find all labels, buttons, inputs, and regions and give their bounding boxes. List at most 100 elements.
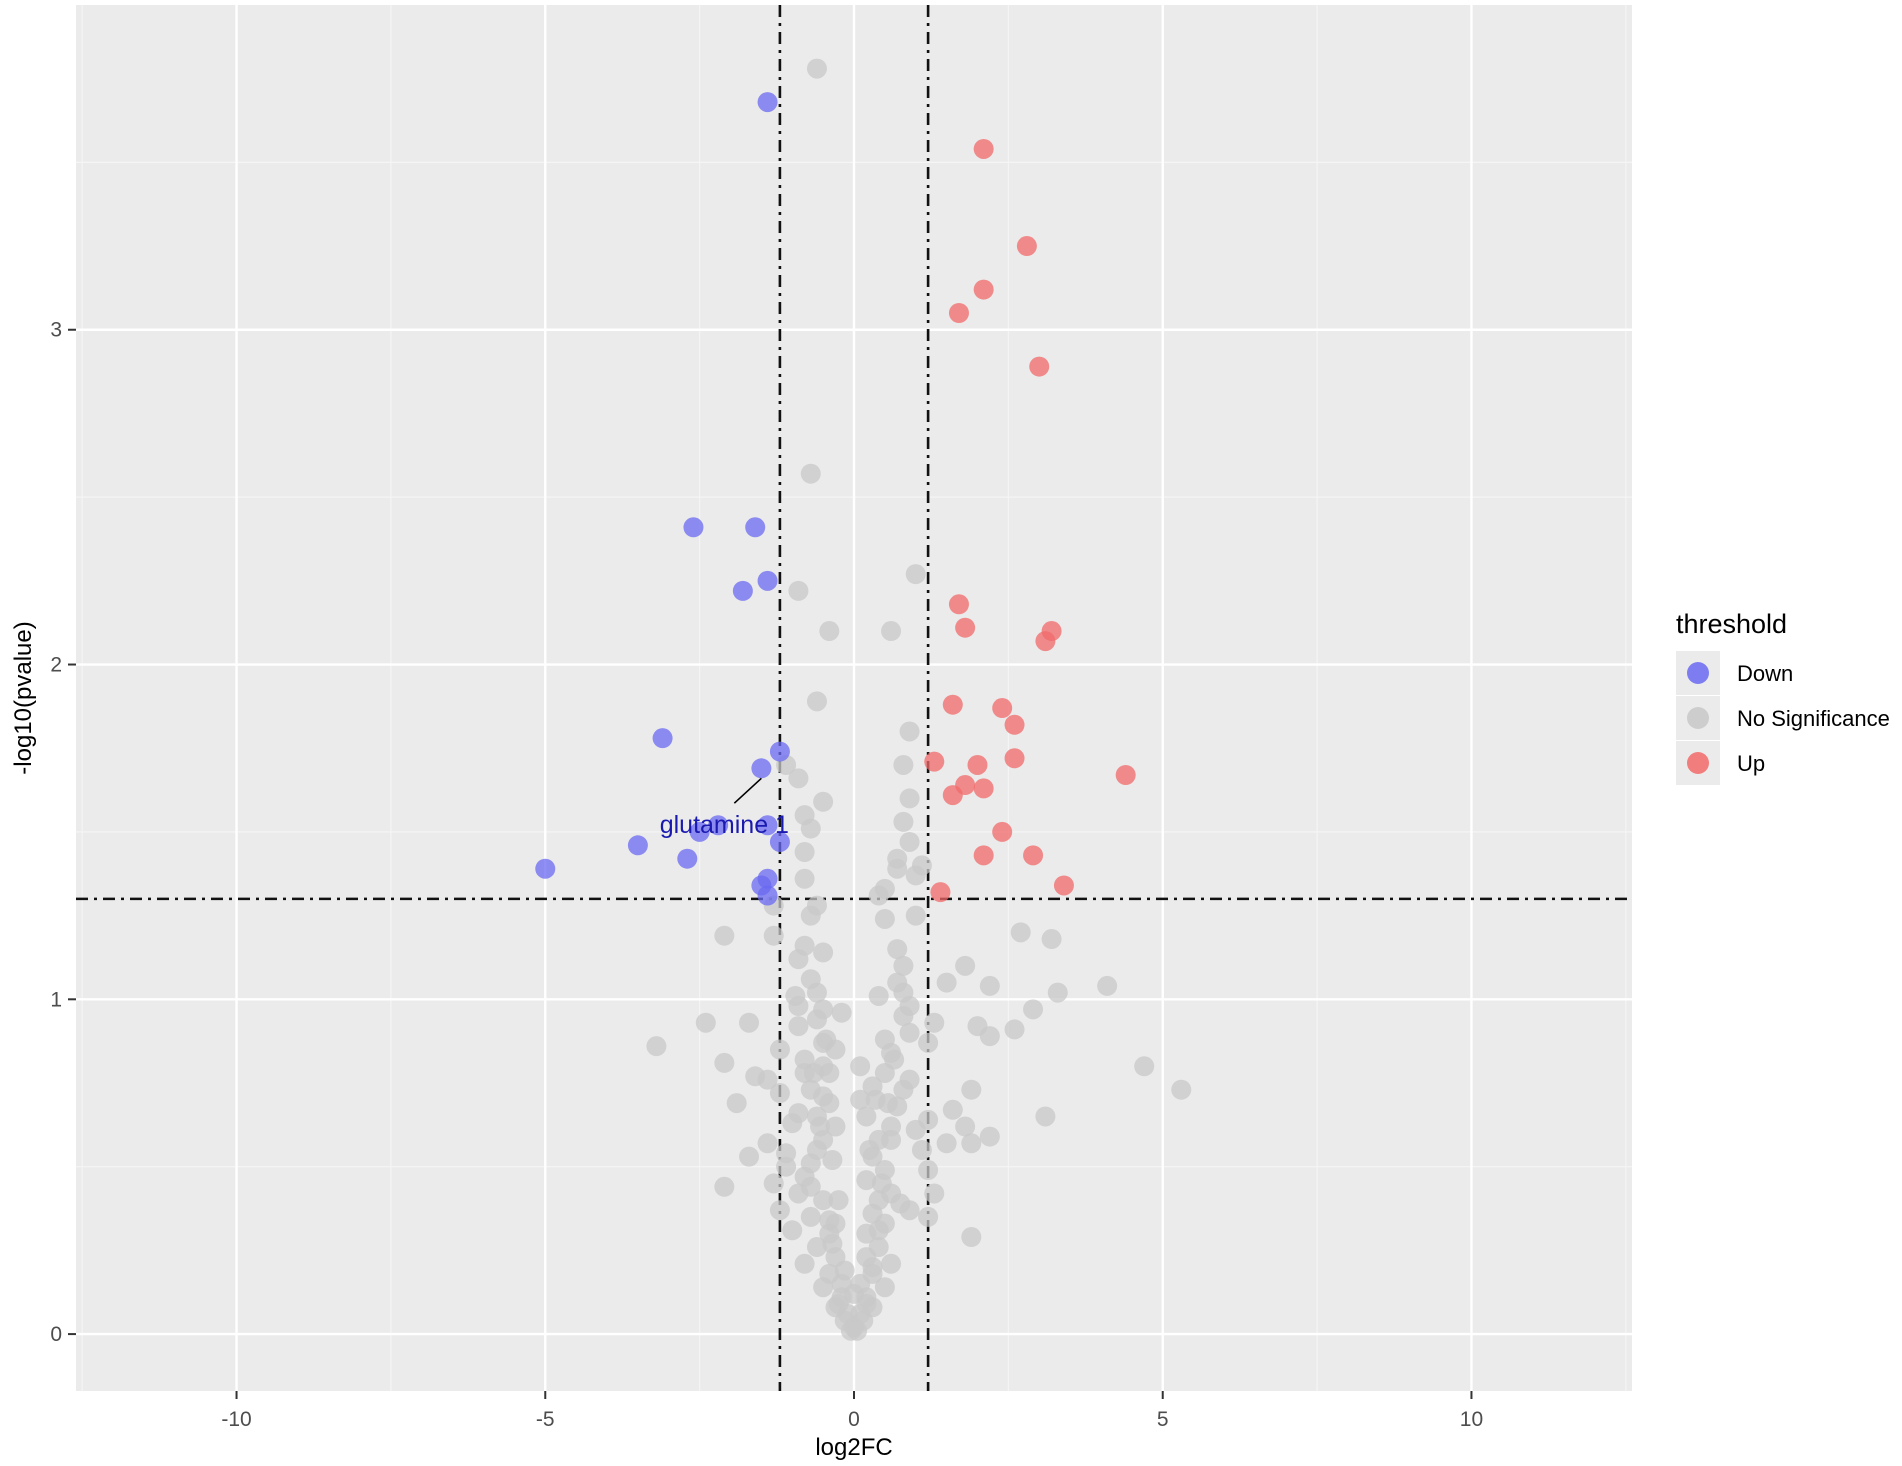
- data-point-no-significance: [806, 1139, 827, 1160]
- data-point-no-significance: [911, 855, 932, 876]
- data-point-no-significance: [794, 868, 815, 889]
- data-point-no-significance: [714, 925, 735, 946]
- data-point-no-significance: [794, 842, 815, 862]
- legend: threshold Down No Significance Up: [1676, 609, 1890, 785]
- data-point-down: [689, 821, 710, 842]
- data-point-no-significance: [899, 1022, 920, 1043]
- data-point-no-significance: [884, 1049, 905, 1070]
- data-point-no-significance: [881, 621, 902, 642]
- data-point-no-significance: [955, 1116, 976, 1137]
- data-point-no-significance: [890, 1193, 911, 1214]
- data-point-no-significance: [893, 1006, 914, 1027]
- data-point-no-significance: [739, 1146, 760, 1167]
- y-axis-title: -log10(pvalue): [10, 621, 37, 774]
- data-point-no-significance: [776, 1156, 797, 1177]
- data-point-no-significance: [874, 878, 895, 899]
- data-point-down: [757, 92, 778, 113]
- data-point-no-significance: [1041, 929, 1062, 950]
- data-point-no-significance: [646, 1036, 667, 1057]
- data-point-up: [992, 821, 1013, 842]
- data-point-no-significance: [899, 721, 920, 742]
- data-point-no-significance: [714, 1052, 735, 1073]
- data-point-no-significance: [785, 985, 806, 1006]
- data-point-no-significance: [695, 1012, 716, 1033]
- legend-key-up: [1687, 752, 1709, 774]
- legend-label: Up: [1737, 751, 1765, 776]
- data-point-no-significance: [813, 791, 834, 812]
- data-point-no-significance: [763, 1173, 784, 1194]
- data-point-no-significance: [782, 1220, 803, 1241]
- x-tick-label: 0: [848, 1408, 860, 1431]
- data-point-no-significance: [887, 848, 908, 869]
- data-point-no-significance: [877, 1093, 898, 1114]
- data-point-no-significance: [874, 1277, 895, 1298]
- data-point-down: [732, 580, 753, 601]
- data-point-down: [757, 885, 778, 906]
- data-point-up: [955, 617, 976, 638]
- data-point-up: [1035, 631, 1056, 652]
- data-point-up: [1004, 748, 1025, 769]
- data-point-no-significance: [1023, 999, 1044, 1020]
- data-point-no-significance: [911, 1139, 932, 1160]
- y-tick-label: 1: [50, 988, 62, 1011]
- data-point-no-significance: [905, 1119, 926, 1140]
- data-point-no-significance: [961, 1133, 982, 1154]
- data-point-no-significance: [806, 1237, 827, 1258]
- data-point-no-significance: [788, 1016, 809, 1037]
- data-point-no-significance: [1171, 1079, 1192, 1100]
- data-point-no-significance: [868, 985, 889, 1006]
- data-point-up: [973, 138, 994, 159]
- data-point-no-significance: [800, 1206, 821, 1227]
- data-point-down: [751, 758, 772, 779]
- data-point-no-significance: [757, 1069, 778, 1090]
- x-tick-label: 5: [1157, 1408, 1169, 1431]
- data-point-no-significance: [1004, 1019, 1025, 1040]
- data-point-no-significance: [899, 831, 920, 852]
- y-tick-label: 0: [50, 1323, 62, 1346]
- data-point-up: [967, 754, 988, 775]
- data-point-no-significance: [918, 1160, 939, 1181]
- data-point-no-significance: [806, 895, 827, 916]
- data-point-no-significance: [822, 1150, 843, 1170]
- data-point-no-significance: [871, 1173, 892, 1194]
- data-point-no-significance: [806, 982, 827, 1003]
- data-point-no-significance: [893, 754, 914, 775]
- annotation-label: glutamine 1: [660, 811, 789, 839]
- data-point-no-significance: [794, 1253, 815, 1274]
- x-axis-title: log2FC: [815, 1434, 892, 1461]
- data-point-no-significance: [757, 1133, 778, 1154]
- data-point-no-significance: [961, 1227, 982, 1247]
- data-point-no-significance: [788, 949, 809, 970]
- data-point-up: [930, 882, 951, 903]
- data-point-up: [973, 845, 994, 866]
- data-point-no-significance: [1047, 982, 1068, 1003]
- data-point-up: [924, 751, 945, 772]
- legend-title: threshold: [1676, 609, 1787, 639]
- data-point-no-significance: [769, 1083, 790, 1104]
- data-point-down: [757, 815, 778, 836]
- data-point-no-significance: [893, 811, 914, 832]
- data-point-no-significance: [816, 1029, 837, 1050]
- data-point-no-significance: [955, 955, 976, 976]
- data-point-no-significance: [822, 1233, 843, 1254]
- data-point-no-significance: [800, 818, 821, 839]
- y-tick-label: 3: [50, 319, 62, 342]
- data-point-no-significance: [918, 1206, 939, 1227]
- data-point-no-significance: [1010, 922, 1031, 943]
- point-annotations: glutamine 1: [660, 777, 789, 839]
- data-point-no-significance: [936, 972, 957, 993]
- data-point-no-significance: [819, 1062, 840, 1083]
- data-point-no-significance: [893, 955, 914, 976]
- data-point-no-significance: [881, 1253, 902, 1274]
- data-point-no-significance: [859, 1139, 880, 1160]
- data-point-no-significance: [936, 1133, 957, 1154]
- data-point-no-significance: [905, 905, 926, 926]
- data-point-no-significance: [942, 1099, 963, 1120]
- data-point-up: [1023, 845, 1044, 866]
- data-point-down: [652, 728, 673, 749]
- data-point-no-significance: [831, 1002, 852, 1023]
- data-point-no-significance: [924, 1183, 945, 1204]
- data-point-no-significance: [714, 1176, 735, 1197]
- data-point-down: [769, 831, 790, 852]
